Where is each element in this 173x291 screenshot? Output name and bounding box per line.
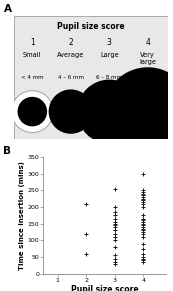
Point — [142, 220, 145, 224]
Point — [142, 231, 145, 236]
Circle shape — [127, 91, 169, 132]
Text: 1: 1 — [30, 38, 35, 47]
Point — [142, 260, 145, 264]
Text: Small: Small — [23, 52, 42, 58]
Point — [142, 251, 145, 256]
Point — [142, 241, 145, 246]
Point — [113, 221, 116, 226]
Point — [142, 256, 145, 261]
Point — [142, 188, 145, 193]
Circle shape — [88, 91, 130, 132]
Point — [113, 238, 116, 243]
Point — [142, 221, 145, 226]
Point — [142, 258, 145, 262]
Point — [142, 171, 145, 176]
Point — [142, 246, 145, 251]
Point — [142, 201, 145, 206]
Point — [113, 213, 116, 218]
Point — [113, 187, 116, 191]
Text: > 8 mm: > 8 mm — [136, 75, 159, 80]
Point — [85, 201, 88, 206]
Point — [85, 251, 88, 256]
Point — [142, 195, 145, 199]
Point — [113, 260, 116, 264]
Point — [142, 223, 145, 228]
Text: 4 – 6 mm: 4 – 6 mm — [58, 75, 84, 80]
Y-axis label: Time since insertion (mins): Time since insertion (mins) — [19, 161, 25, 270]
Point — [113, 261, 116, 266]
Point — [142, 193, 145, 198]
Text: Average: Average — [57, 52, 84, 58]
Circle shape — [17, 97, 47, 126]
Point — [113, 235, 116, 239]
Point — [113, 220, 116, 224]
Point — [142, 218, 145, 223]
Circle shape — [49, 89, 93, 134]
X-axis label: Pupil size score: Pupil size score — [71, 285, 138, 291]
Circle shape — [103, 67, 173, 156]
Text: < 4 mm: < 4 mm — [21, 75, 44, 80]
Circle shape — [50, 91, 92, 132]
Text: Pupil size score: Pupil size score — [57, 22, 125, 31]
Point — [113, 223, 116, 228]
Point — [142, 191, 145, 196]
Point — [142, 196, 145, 201]
Text: B: B — [3, 146, 11, 155]
Point — [113, 231, 116, 236]
Point — [142, 230, 145, 234]
Point — [142, 213, 145, 218]
Point — [142, 200, 145, 204]
Point — [85, 231, 88, 236]
Point — [113, 256, 116, 261]
Point — [142, 205, 145, 209]
Point — [142, 216, 145, 221]
Point — [142, 225, 145, 229]
Point — [113, 225, 116, 229]
Point — [113, 253, 116, 258]
Point — [113, 205, 116, 209]
Point — [142, 228, 145, 233]
Point — [142, 255, 145, 259]
Text: A: A — [3, 4, 11, 14]
Text: 3: 3 — [107, 38, 112, 47]
Text: Very
large: Very large — [139, 52, 156, 65]
Text: Large: Large — [100, 52, 119, 58]
Circle shape — [77, 79, 141, 144]
Point — [113, 210, 116, 214]
Point — [142, 226, 145, 231]
Point — [113, 216, 116, 221]
Text: 2: 2 — [69, 38, 73, 47]
Text: 6 – 8 mm: 6 – 8 mm — [96, 75, 122, 80]
Point — [113, 245, 116, 249]
Point — [113, 228, 116, 233]
Circle shape — [11, 91, 53, 132]
Point — [142, 235, 145, 239]
Text: 4: 4 — [145, 38, 150, 47]
Point — [142, 198, 145, 203]
Point — [142, 190, 145, 194]
